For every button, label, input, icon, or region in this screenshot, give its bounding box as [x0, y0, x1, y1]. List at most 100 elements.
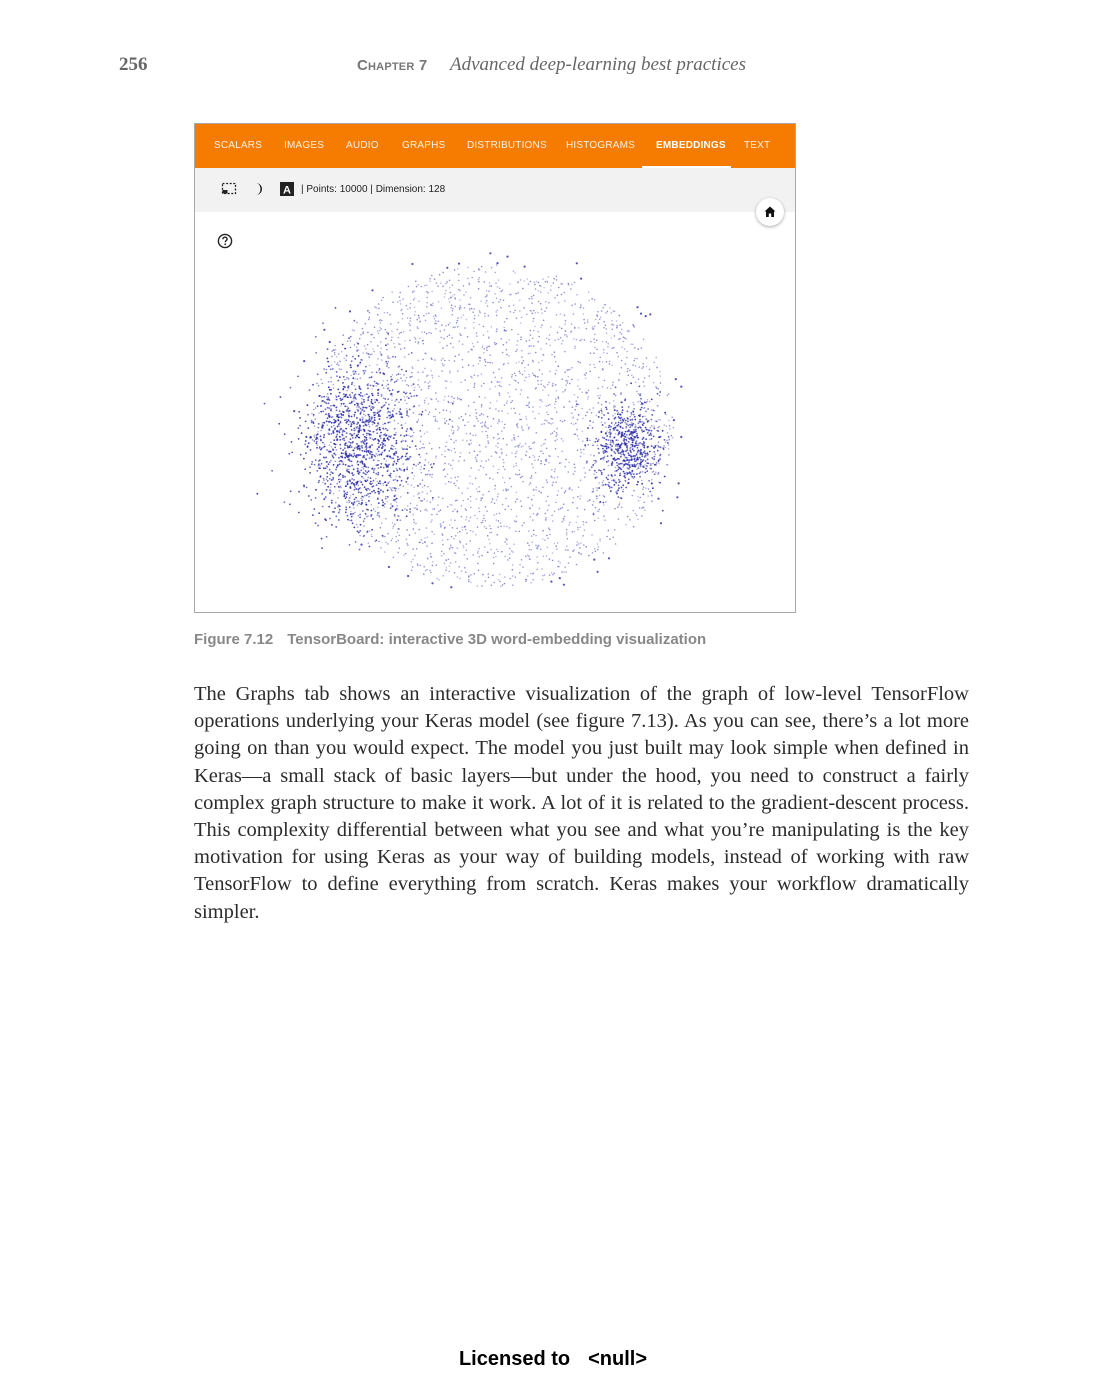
- embedding-point: [628, 472, 631, 474]
- embedding-point: [656, 404, 659, 407]
- embedding-point: [624, 399, 626, 402]
- tab-distributions[interactable]: DISTRIBUTIONS: [467, 140, 547, 151]
- embedding-point: [509, 283, 511, 285]
- embedding-point: [542, 443, 545, 445]
- license-footer: Licensed to <null>: [0, 1348, 1106, 1371]
- embedding-point: [370, 341, 372, 343]
- embedding-point: [359, 516, 361, 519]
- embedding-point: [547, 537, 549, 540]
- embedding-point: [429, 553, 432, 555]
- embedding-point: [469, 297, 472, 299]
- embedding-point: [451, 504, 453, 506]
- embedding-point: [348, 414, 350, 417]
- embedding-point: [362, 520, 365, 523]
- embedding-point: [338, 478, 340, 481]
- embedding-point: [515, 362, 518, 364]
- embedding-point: [484, 271, 487, 273]
- body-text: The Graphs tab shows an interactive visu…: [194, 681, 969, 926]
- embedding-point: [636, 462, 639, 465]
- embedding-point: [331, 355, 333, 358]
- embedding-point: [448, 334, 451, 336]
- embedding-point: [629, 419, 632, 421]
- embedding-point: [403, 347, 406, 349]
- embedding-point: [330, 404, 332, 407]
- tab-graphs[interactable]: GRAPHS: [402, 140, 446, 151]
- embedding-point: [394, 498, 396, 501]
- embedding-point: [459, 333, 461, 335]
- embedding-point: [397, 379, 399, 381]
- night-mode-icon[interactable]: [250, 181, 266, 197]
- embedding-scatter-plot[interactable]: [195, 124, 795, 612]
- embedding-point: [566, 336, 568, 338]
- embedding-point: [659, 382, 662, 384]
- embedding-point: [505, 329, 507, 332]
- tab-histograms[interactable]: HISTOGRAMS: [566, 140, 636, 151]
- embedding-point: [644, 315, 647, 318]
- embedding-point: [377, 467, 380, 469]
- embedding-point: [544, 419, 546, 421]
- embedding-point: [637, 401, 639, 403]
- embedding-point: [465, 543, 468, 545]
- embedding-point: [580, 277, 583, 280]
- label-toggle-icon[interactable]: A: [279, 181, 295, 197]
- embedding-point: [526, 424, 528, 426]
- embedding-point: [633, 476, 636, 478]
- embedding-point: [327, 396, 330, 399]
- embedding-point: [338, 457, 340, 459]
- tab-text[interactable]: TEXT: [744, 140, 771, 151]
- embedding-point: [618, 504, 620, 506]
- embedding-point: [625, 442, 628, 445]
- embedding-point: [385, 464, 388, 467]
- embedding-point: [320, 429, 322, 432]
- tab-audio[interactable]: AUDIO: [346, 140, 379, 151]
- tab-scalars[interactable]: SCALARS: [214, 140, 263, 151]
- embedding-point: [336, 375, 338, 378]
- help-icon[interactable]: [217, 233, 233, 249]
- embedding-point: [507, 392, 509, 394]
- embedding-point: [422, 542, 424, 545]
- embedding-point: [518, 469, 521, 472]
- tab-embeddings[interactable]: EMBEDDINGS: [656, 140, 726, 151]
- embedding-point: [585, 391, 587, 394]
- embedding-point: [343, 385, 345, 388]
- embedding-point: [395, 501, 398, 503]
- embedding-point: [323, 328, 326, 331]
- embedding-point: [368, 311, 371, 314]
- embedding-point: [653, 455, 656, 458]
- embedding-point: [680, 435, 683, 439]
- embedding-point: [538, 455, 540, 458]
- tab-images[interactable]: IMAGES: [284, 140, 325, 151]
- embedding-point: [598, 397, 601, 400]
- embedding-point: [474, 514, 476, 517]
- embedding-point: [622, 488, 625, 491]
- embedding-point: [639, 400, 642, 403]
- embedding-point: [621, 442, 624, 445]
- embedding-point: [325, 519, 327, 522]
- embedding-point: [648, 400, 651, 403]
- embedding-point: [620, 359, 623, 362]
- embedding-point: [640, 458, 642, 461]
- embedding-point: [417, 371, 419, 374]
- embedding-point: [338, 376, 341, 378]
- embedding-point: [529, 280, 532, 283]
- embedding-point: [556, 331, 559, 334]
- embedding-point: [342, 375, 345, 378]
- embedding-point: [547, 394, 550, 397]
- embedding-point: [641, 429, 643, 432]
- embedding-point: [400, 398, 402, 401]
- embedding-point: [577, 396, 579, 399]
- embedding-point: [368, 318, 370, 321]
- embedding-point: [532, 578, 534, 581]
- embedding-point: [486, 305, 489, 307]
- embedding-point: [409, 329, 411, 332]
- embedding-point: [561, 571, 563, 573]
- embedding-point: [564, 334, 566, 336]
- embedding-point: [303, 360, 306, 363]
- selection-box-icon[interactable]: [221, 181, 237, 197]
- home-button[interactable]: [756, 198, 784, 226]
- embedding-point: [480, 521, 483, 524]
- embedding-point: [328, 450, 331, 453]
- embedding-point: [515, 520, 518, 523]
- embedding-point: [345, 418, 348, 421]
- embedding-point: [538, 412, 540, 415]
